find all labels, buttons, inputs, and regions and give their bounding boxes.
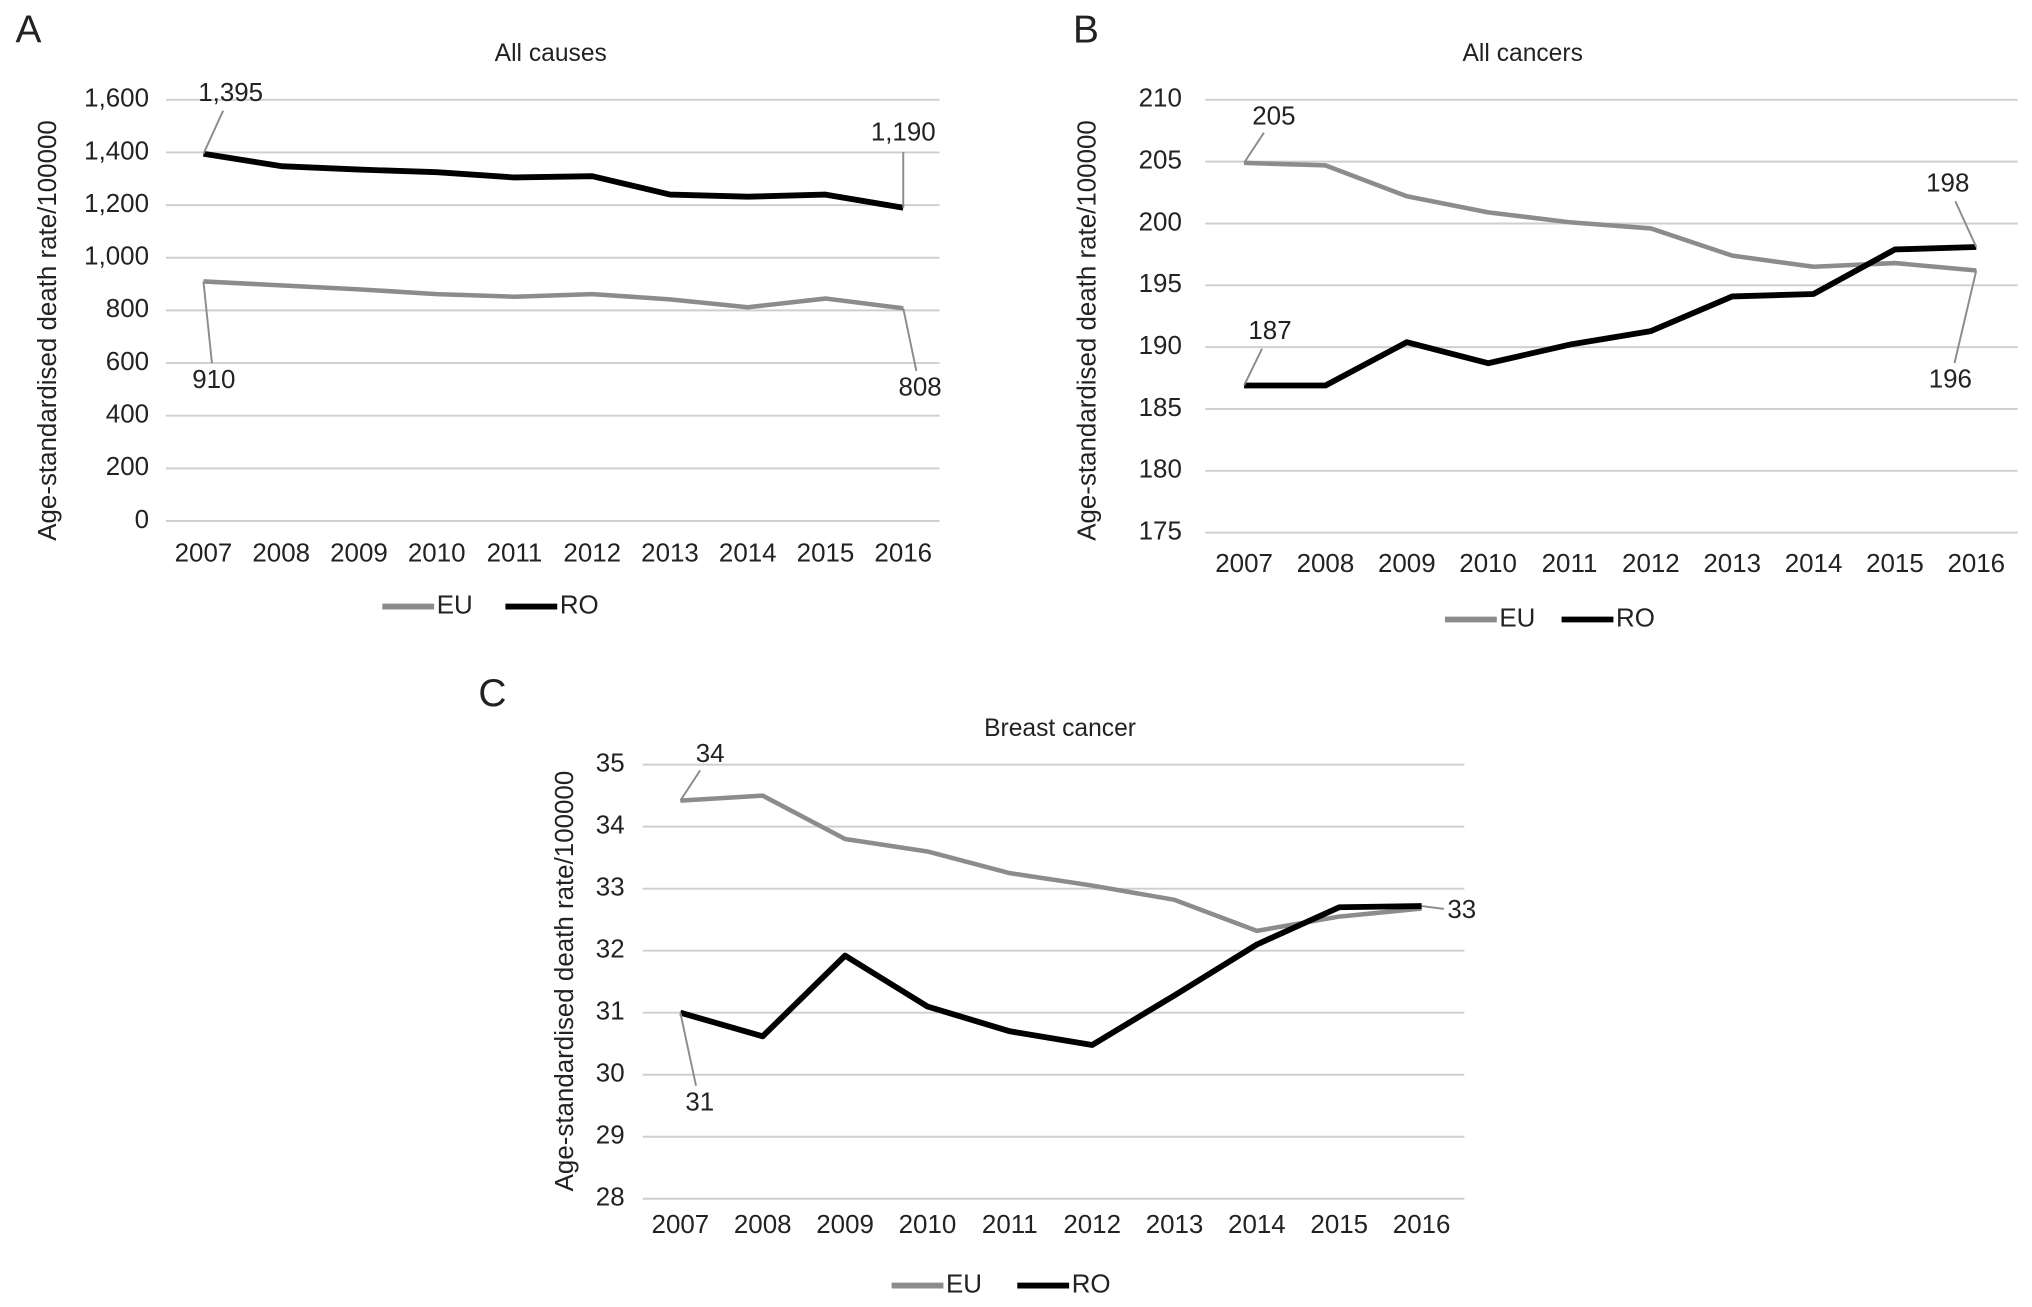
x-tick-label: 2011 [487,540,543,568]
legend-label: RO [1616,604,1655,632]
x-tick-label: 2015 [1866,550,1924,578]
y-tick-label: 1,600 [84,85,149,113]
y-tick-label: 175 [1139,517,1182,545]
x-tick-label: 2010 [408,540,466,568]
y-tick-label: 205 [1139,146,1182,174]
y-tick-label: 210 [1139,85,1182,113]
y-tick-label: 0 [135,506,149,534]
series-line [203,279,904,311]
callout-line [1954,200,1978,248]
y-axis-label: Age-standardised death rate/100000 [551,771,579,1192]
x-tick-label: 2016 [1393,1211,1451,1239]
panel-letter: C [478,672,506,715]
data-label: 1,395 [198,79,263,107]
x-tick-label: 2012 [1622,550,1680,578]
x-tick-label: 2008 [1297,550,1355,578]
series-line [1244,160,1977,273]
x-tick-label: 2016 [874,540,932,568]
y-axis-label: Age-standardised death rate/100000 [1073,120,1101,541]
x-tick-label: 2015 [1310,1211,1368,1239]
x-tick-label: 2010 [899,1211,957,1239]
x-tick-label: 2014 [719,540,777,568]
x-tick-label: 2013 [1146,1211,1204,1239]
x-tick-label: 2014 [1228,1211,1286,1239]
x-tick-label: 2007 [1215,550,1273,578]
data-label: 910 [192,366,235,394]
x-tick-label: 2009 [816,1211,874,1239]
callout-line [1421,905,1444,910]
chart-title: Breast cancer [984,715,1136,742]
x-tick-label: 2007 [652,1211,710,1239]
callout-line [679,1012,697,1086]
legend-label: RO [560,591,599,619]
legend-label: EU [437,591,473,619]
panel-letter: B [1073,9,1099,52]
series-line [680,793,1422,934]
y-tick-label: 180 [1139,456,1182,484]
x-tick-label: 2009 [330,540,388,568]
y-tick-label: 800 [106,295,149,323]
data-label: 196 [1929,365,1972,393]
legend-label: EU [1499,604,1535,632]
y-tick-label: 29 [596,1122,625,1150]
x-tick-label: 2013 [1703,550,1761,578]
y-tick-label: 1,200 [84,190,149,218]
callout-line [1243,348,1263,386]
data-label: 808 [898,373,941,401]
y-tick-label: 1,000 [84,243,149,271]
y-tick-label: 35 [596,749,625,777]
y-tick-label: 1,400 [84,137,149,165]
x-tick-label: 2015 [797,540,855,568]
y-tick-label: 190 [1139,332,1182,360]
legend-label: EU [946,1270,982,1298]
x-tick-label: 2008 [734,1211,792,1239]
x-tick-label: 2007 [175,540,233,568]
y-tick-label: 33 [596,874,625,902]
y-axis-label: Age-standardised death rate/100000 [34,120,62,541]
series-line [679,903,1422,1048]
y-tick-label: 185 [1139,394,1182,422]
chart-title: All causes [495,40,607,67]
x-tick-label: 2012 [1063,1211,1121,1239]
callout-line [1953,270,1978,364]
data-label: 33 [1447,896,1476,924]
data-label: 198 [1926,170,1969,198]
x-tick-label: 2008 [252,540,310,568]
y-tick-label: 32 [596,936,625,964]
x-tick-label: 2014 [1785,550,1843,578]
x-tick-label: 2011 [1542,550,1598,578]
legend-label: RO [1072,1270,1111,1298]
callout-line [202,110,225,155]
data-label: 187 [1248,317,1291,345]
x-tick-label: 2013 [641,540,699,568]
data-label: 31 [685,1088,714,1116]
x-tick-label: 2016 [1947,550,2005,578]
x-tick-label: 2010 [1459,550,1517,578]
series-line [203,150,904,211]
data-label: 205 [1252,102,1295,130]
x-tick-label: 2012 [563,540,621,568]
chart-title: All cancers [1463,40,1583,67]
y-tick-label: 195 [1139,270,1182,298]
y-tick-label: 31 [596,998,625,1026]
callout-line [679,769,702,802]
x-tick-label: 2011 [982,1211,1038,1239]
x-tick-label: 2009 [1378,550,1436,578]
y-tick-label: 34 [596,811,625,839]
y-tick-label: 200 [1139,208,1182,236]
series-line [1244,244,1977,389]
y-tick-label: 600 [106,348,149,376]
panel-letter: A [16,9,42,52]
y-tick-label: 28 [596,1184,625,1212]
callout-line [1243,132,1265,164]
callout-line [202,281,213,364]
y-tick-label: 30 [596,1060,625,1088]
data-label: 1,190 [871,119,936,147]
y-tick-label: 200 [106,453,149,481]
y-tick-label: 400 [106,401,149,429]
data-label: 34 [696,740,725,768]
callout-line [902,308,918,372]
